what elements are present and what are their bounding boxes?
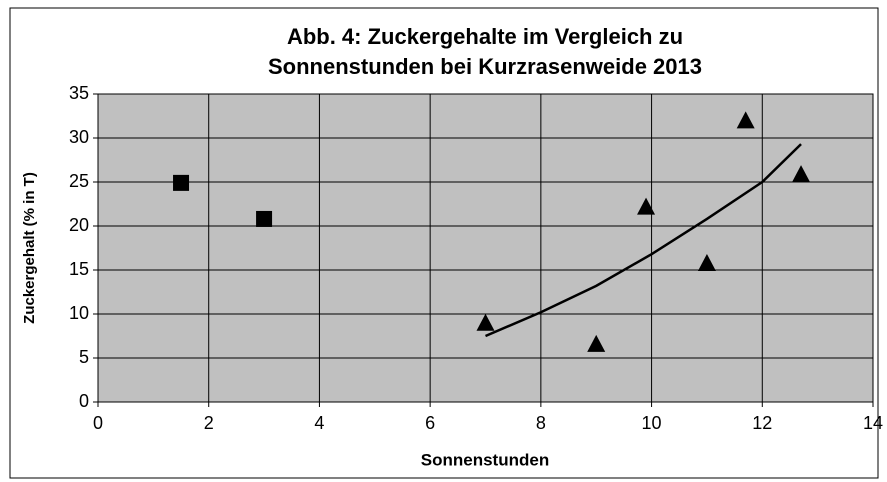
- triangle-marker: [697, 253, 716, 271]
- x-tick-label: 10: [642, 413, 662, 433]
- y-tick-label: 10: [69, 303, 89, 323]
- chart-title: Sonnenstunden bei Kurzrasenweide 2013: [268, 54, 702, 79]
- x-axis-label: Sonnenstunden: [421, 450, 549, 469]
- x-tick-label: 12: [752, 413, 772, 433]
- y-tick-label: 20: [69, 215, 89, 235]
- x-tick-label: 4: [314, 413, 324, 433]
- chart-title: Abb. 4: Zuckergehalte im Vergleich zu: [287, 24, 683, 49]
- y-tick-label: 15: [69, 259, 89, 279]
- y-tick-label: 35: [69, 83, 89, 103]
- triangle-marker: [736, 111, 755, 129]
- y-tick-label: 5: [79, 347, 89, 367]
- triangle-marker: [476, 313, 495, 331]
- x-tick-label: 14: [863, 413, 883, 433]
- y-tick-label: 30: [69, 127, 89, 147]
- y-axis-label: Zuckergehalt (% in T): [21, 172, 38, 324]
- x-tick-label: 8: [536, 413, 546, 433]
- triangle-marker: [587, 334, 606, 352]
- x-tick-label: 2: [204, 413, 214, 433]
- triangle-marker: [792, 165, 811, 183]
- plot-area: [98, 94, 873, 402]
- y-tick-label: 0: [79, 391, 89, 411]
- square-marker: [173, 174, 190, 191]
- y-tick-label: 25: [69, 171, 89, 191]
- x-tick-label: 0: [93, 413, 103, 433]
- plot-border: [97, 93, 874, 403]
- triangle-marker: [637, 197, 656, 215]
- square-marker: [256, 210, 273, 227]
- x-tick-label: 6: [425, 413, 435, 433]
- trend-line: [485, 143, 802, 338]
